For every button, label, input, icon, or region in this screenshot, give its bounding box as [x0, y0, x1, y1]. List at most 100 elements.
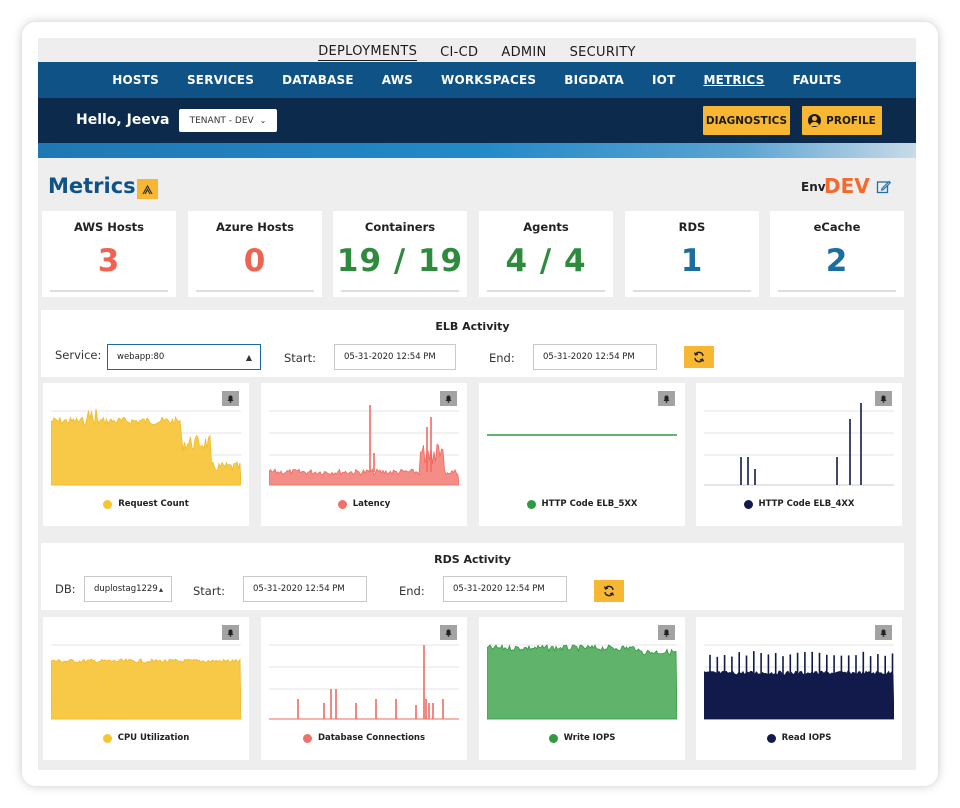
refresh-button[interactable]: [594, 580, 624, 602]
sub-nav-hosts[interactable]: HOSTS: [112, 73, 159, 87]
legend-swatch: [102, 733, 112, 743]
stat-card-rds[interactable]: RDS 1: [625, 211, 759, 297]
end-label: End:: [399, 584, 425, 598]
legend-label: Write IOPS: [563, 733, 616, 743]
divider: [50, 290, 168, 292]
series-area: [487, 644, 677, 720]
stat-value: 0: [243, 243, 267, 279]
bell-icon[interactable]: [875, 391, 892, 406]
legend-label: Latency: [352, 499, 391, 509]
start-label: Start:: [284, 351, 316, 365]
top-nav-deployments[interactable]: DEPLOYMENTS: [318, 44, 418, 61]
tenant-select[interactable]: TENANT - DEV ⌄: [179, 109, 277, 132]
stat-card-aws-hosts[interactable]: AWS Hosts 3: [42, 211, 176, 297]
legend-swatch: [103, 499, 113, 509]
series-area: [269, 443, 459, 486]
bell-icon[interactable]: [658, 625, 675, 640]
end-date-value: 05-31-2020 12:54 PM: [543, 352, 635, 362]
bell-icon[interactable]: [440, 625, 457, 640]
read-iops-plot: [704, 644, 894, 720]
elb-activity-controls: ELB Activity Service: webapp:80 ▲ Start:…: [41, 310, 904, 377]
edit-icon[interactable]: [876, 179, 891, 194]
page-title: Metrics: [48, 174, 136, 198]
legend-swatch: [766, 733, 776, 743]
legend-label: Request Count: [118, 499, 189, 509]
top-nav-ci-cd[interactable]: CI-CD: [440, 45, 479, 60]
bell-icon[interactable]: [658, 391, 675, 406]
chart-http-5xx: HTTP Code ELB_5XX: [479, 383, 685, 526]
sub-nav-iot[interactable]: IOT: [652, 73, 676, 87]
divider: [778, 290, 896, 292]
stat-value: 19 / 19: [336, 243, 464, 279]
top-nav-security[interactable]: SECURITY: [569, 45, 636, 60]
env-value: DEV: [824, 174, 870, 198]
legend-label: HTTP Code ELB_4XX: [758, 499, 855, 509]
start-label: Start:: [193, 584, 225, 598]
start-date-value: 05-31-2020 12:54 PM: [344, 352, 436, 362]
chart-database-connections: Database Connections: [261, 617, 467, 760]
refresh-button[interactable]: [684, 346, 714, 368]
bell-icon[interactable]: [222, 391, 239, 406]
sub-nav-workspaces[interactable]: WORKSPACES: [441, 73, 537, 87]
refresh-icon: [693, 351, 705, 363]
sub-nav-faults[interactable]: FAULTS: [792, 73, 842, 87]
sub-nav-bigdata[interactable]: BIGDATA: [564, 73, 624, 87]
stat-value: 3: [97, 243, 121, 279]
bell-icon[interactable]: [875, 625, 892, 640]
chevron-down-icon: ⌄: [259, 116, 267, 125]
chart-legend: Latency: [261, 499, 467, 509]
section-title: RDS Activity: [434, 553, 511, 566]
stat-value: 1: [680, 243, 704, 279]
legend-swatch: [548, 733, 558, 743]
cpu-utilization-plot: [51, 644, 241, 720]
http-4xx-plot: [704, 403, 894, 486]
end-date-input[interactable]: 05-31-2020 12:54 PM: [533, 344, 657, 370]
refresh-icon: [603, 585, 615, 597]
diagnostics-button[interactable]: DIAGNOSTICS: [703, 106, 790, 135]
stat-label: Azure Hosts: [216, 220, 294, 234]
stat-card-ecache[interactable]: eCache 2: [770, 211, 904, 297]
stat-card-agents[interactable]: Agents 4 / 4: [479, 211, 613, 297]
top-nav-admin[interactable]: ADMIN: [501, 45, 547, 60]
start-date-value: 05-31-2020 12:54 PM: [253, 584, 345, 594]
stat-label: Containers: [364, 220, 436, 234]
sub-nav-database[interactable]: DATABASE: [282, 73, 354, 87]
divider: [633, 290, 751, 292]
divider: [487, 290, 605, 292]
stat-label: AWS Hosts: [73, 220, 145, 234]
user-circle-icon: [808, 114, 822, 127]
banner-image: [38, 143, 916, 158]
bell-icon[interactable]: [440, 391, 457, 406]
stat-label: eCache: [813, 220, 861, 234]
legend-label: HTTP Code ELB_5XX: [541, 499, 638, 509]
top-nav: DEPLOYMENTS CI-CD ADMIN SECURITY: [38, 38, 916, 62]
chart-legend: Write IOPS: [479, 733, 685, 743]
chart-legend: HTTP Code ELB_5XX: [479, 499, 685, 509]
db-select[interactable]: duplostag1229 ▴: [84, 576, 172, 602]
db-label: DB:: [55, 582, 76, 596]
sub-nav-aws[interactable]: AWS: [381, 73, 414, 87]
start-date-input[interactable]: 05-31-2020 12:54 PM: [243, 576, 367, 602]
sub-nav-services[interactable]: SERVICES: [186, 73, 255, 87]
legend-swatch: [743, 499, 753, 509]
chart-legend: HTTP Code ELB_4XX: [696, 499, 902, 509]
legend-swatch: [302, 733, 312, 743]
chart-read-iops: Read IOPS: [696, 617, 902, 760]
end-date-value: 05-31-2020 12:54 PM: [453, 584, 545, 594]
legend-label: Read IOPS: [781, 733, 832, 743]
chart-cpu-utilization: CPU Utilization: [43, 617, 249, 760]
chart-legend: Request Count: [43, 499, 249, 509]
start-date-input[interactable]: 05-31-2020 12:54 PM: [334, 344, 456, 370]
bell-icon[interactable]: [222, 625, 239, 640]
write-iops-plot: [487, 644, 677, 720]
sub-nav-metrics[interactable]: METRICS: [703, 73, 765, 87]
diagnostics-label: DIAGNOSTICS: [705, 114, 788, 127]
stat-card-containers[interactable]: Containers 19 / 19: [333, 211, 467, 297]
signal-icon[interactable]: [137, 179, 158, 199]
end-date-input[interactable]: 05-31-2020 12:54 PM: [443, 576, 567, 602]
stat-card-azure-hosts[interactable]: Azure Hosts 0: [188, 211, 322, 297]
service-select[interactable]: webapp:80 ▲: [107, 344, 261, 370]
service-value: webapp:80: [117, 352, 165, 362]
profile-button[interactable]: PROFILE: [802, 106, 882, 135]
tenant-value: TENANT - DEV: [189, 115, 254, 126]
